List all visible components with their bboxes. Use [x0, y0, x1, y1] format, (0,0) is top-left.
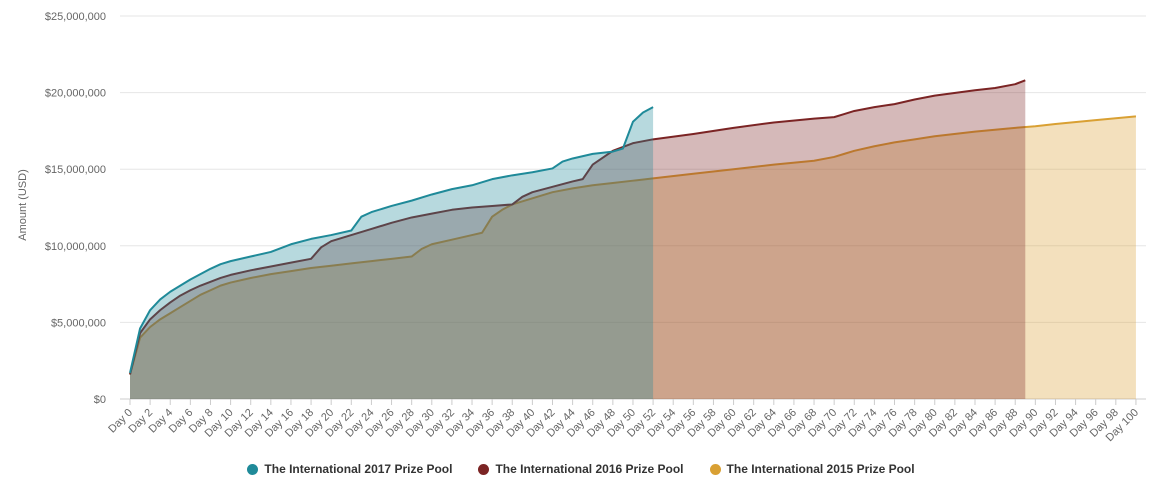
y-tick-label: $25,000,000 — [45, 11, 106, 23]
y-tick-label: $5,000,000 — [51, 317, 106, 329]
series-area-fill — [130, 107, 654, 400]
series-line — [129, 106, 654, 374]
legend-item[interactable]: The International 2017 Prize Pool — [247, 462, 452, 476]
series-area-fill — [130, 80, 1026, 399]
y-tick-label: $0 — [94, 394, 106, 406]
series-area-fill — [130, 116, 1136, 399]
y-tick-label: $10,000,000 — [45, 241, 106, 253]
legend-label: The International 2016 Prize Pool — [495, 462, 684, 476]
chart-legend: The International 2017 Prize Pool The Int… — [0, 462, 1162, 476]
legend-marker-icon — [247, 463, 259, 475]
y-tick-label: $15,000,000 — [45, 164, 106, 176]
legend-marker-icon — [709, 463, 721, 475]
chart-area: $0 $5,000,000 $10,000,000 $15,000,000 $20,00… — [17, 11, 1146, 444]
y-tick-label: $20,000,000 — [45, 88, 106, 100]
series-line — [129, 115, 1137, 375]
legend-marker-icon — [478, 463, 490, 475]
legend-label: The International 2015 Prize Pool — [726, 462, 915, 476]
legend-label: The International 2017 Prize Pool — [264, 462, 453, 476]
series-line — [129, 79, 1026, 375]
series-areas — [129, 79, 1137, 400]
legend-item[interactable]: The International 2016 Prize Pool — [478, 462, 684, 476]
y-axis-title: Amount (USD) — [17, 169, 29, 241]
legend-item[interactable]: The International 2015 Prize Pool — [709, 462, 915, 476]
